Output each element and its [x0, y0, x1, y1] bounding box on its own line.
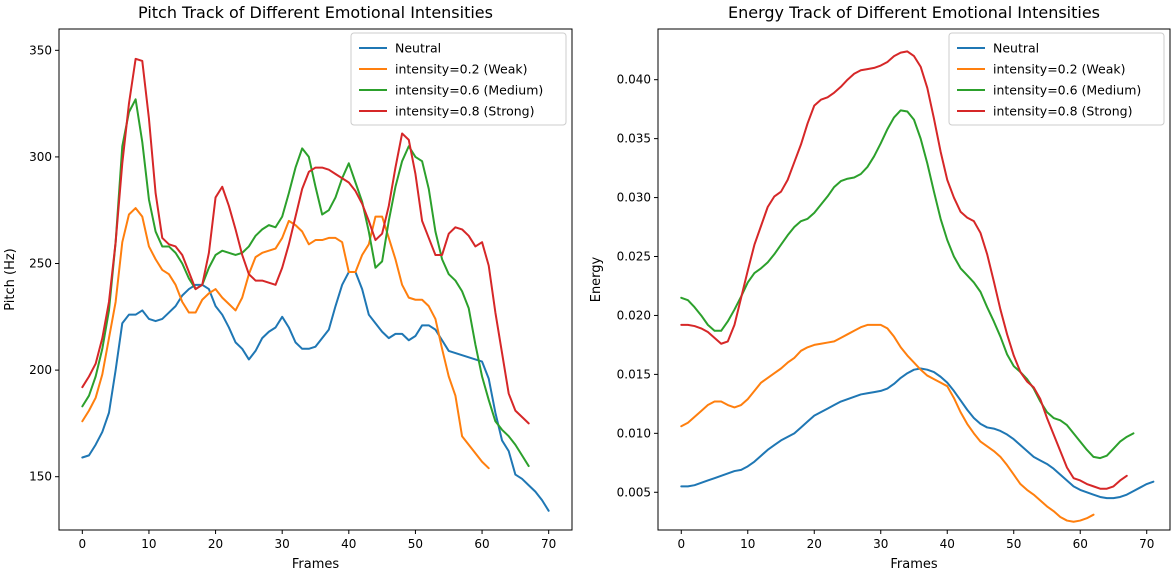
legend-entry: intensity=0.2 (Weak) [993, 62, 1126, 77]
legend-entry: Neutral [993, 41, 1039, 56]
legend-entry: intensity=0.8 (Strong) [395, 104, 534, 119]
legend-entry: Neutral [395, 41, 441, 56]
series-line [680, 367, 1155, 500]
legend: Neutral intensity=0.2 (Weak) intensity=0.6… [350, 32, 567, 126]
y-tick-label: 200 [29, 363, 52, 377]
y-tick-label: 0.005 [617, 485, 651, 499]
x-tick-label: 60 [474, 537, 489, 551]
y-tick-label: 0.025 [617, 250, 651, 264]
series-line [680, 323, 1095, 523]
x-tick-label: 0 [78, 537, 86, 551]
x-tick-label: 10 [141, 537, 156, 551]
x-tick-label: 70 [1139, 537, 1154, 551]
y-tick-label: 0.030 [617, 191, 651, 205]
series-line [81, 207, 490, 470]
series-line [680, 109, 1135, 460]
y-tick-label: 300 [29, 150, 52, 164]
y-tick-label: 350 [29, 43, 52, 57]
x-tick-label: 30 [873, 537, 888, 551]
pitch-chart: Pitch Track of Different Emotional Inten… [3, 3, 573, 572]
y-tick-label: 0.035 [617, 132, 651, 146]
y-tick-label: 0.040 [617, 73, 651, 87]
series-line [81, 57, 530, 425]
x-tick-label: 50 [1006, 537, 1021, 551]
x-tick-label: 40 [940, 537, 955, 551]
y-tick-label: 150 [29, 470, 52, 484]
y-axis-label: Energy [589, 256, 604, 302]
plot-frame [58, 28, 573, 531]
x-axis-label: Frames [292, 557, 340, 572]
legend-box [350, 32, 567, 126]
legend-entry: intensity=0.2 (Weak) [395, 62, 528, 77]
y-tick-label: 0.015 [617, 367, 651, 381]
x-tick-label: 50 [408, 537, 423, 551]
series-line [81, 271, 550, 512]
legend-entry: intensity=0.8 (Strong) [993, 104, 1132, 119]
x-tick-label: 40 [341, 537, 356, 551]
plot-frame [657, 28, 1171, 531]
series-line [81, 98, 530, 468]
y-tick-label: 250 [29, 257, 52, 271]
y-tick-label: 0.020 [617, 308, 651, 322]
x-tick-label: 70 [541, 537, 556, 551]
x-axis-label: Frames [890, 557, 938, 572]
energy-chart: Energy Track of Different Emotional Inte… [589, 3, 1171, 572]
x-tick-label: 0 [677, 537, 685, 551]
x-tick-label: 20 [807, 537, 822, 551]
x-tick-label: 60 [1073, 537, 1088, 551]
legend: Neutral intensity=0.2 (Weak) intensity=0.6… [948, 32, 1165, 126]
y-axis-label: Pitch (Hz) [3, 248, 18, 311]
legend-box [948, 32, 1165, 126]
chart-title: Energy Track of Different Emotional Inte… [728, 3, 1100, 22]
y-tick-label: 0.010 [617, 426, 651, 440]
chart-title: Pitch Track of Different Emotional Inten… [138, 3, 493, 22]
legend-entry: intensity=0.6 (Medium) [993, 83, 1141, 98]
x-tick-label: 20 [208, 537, 223, 551]
x-tick-label: 30 [275, 537, 290, 551]
series-line [680, 50, 1128, 490]
x-tick-label: 10 [740, 537, 755, 551]
legend-entry: intensity=0.6 (Medium) [395, 83, 543, 98]
